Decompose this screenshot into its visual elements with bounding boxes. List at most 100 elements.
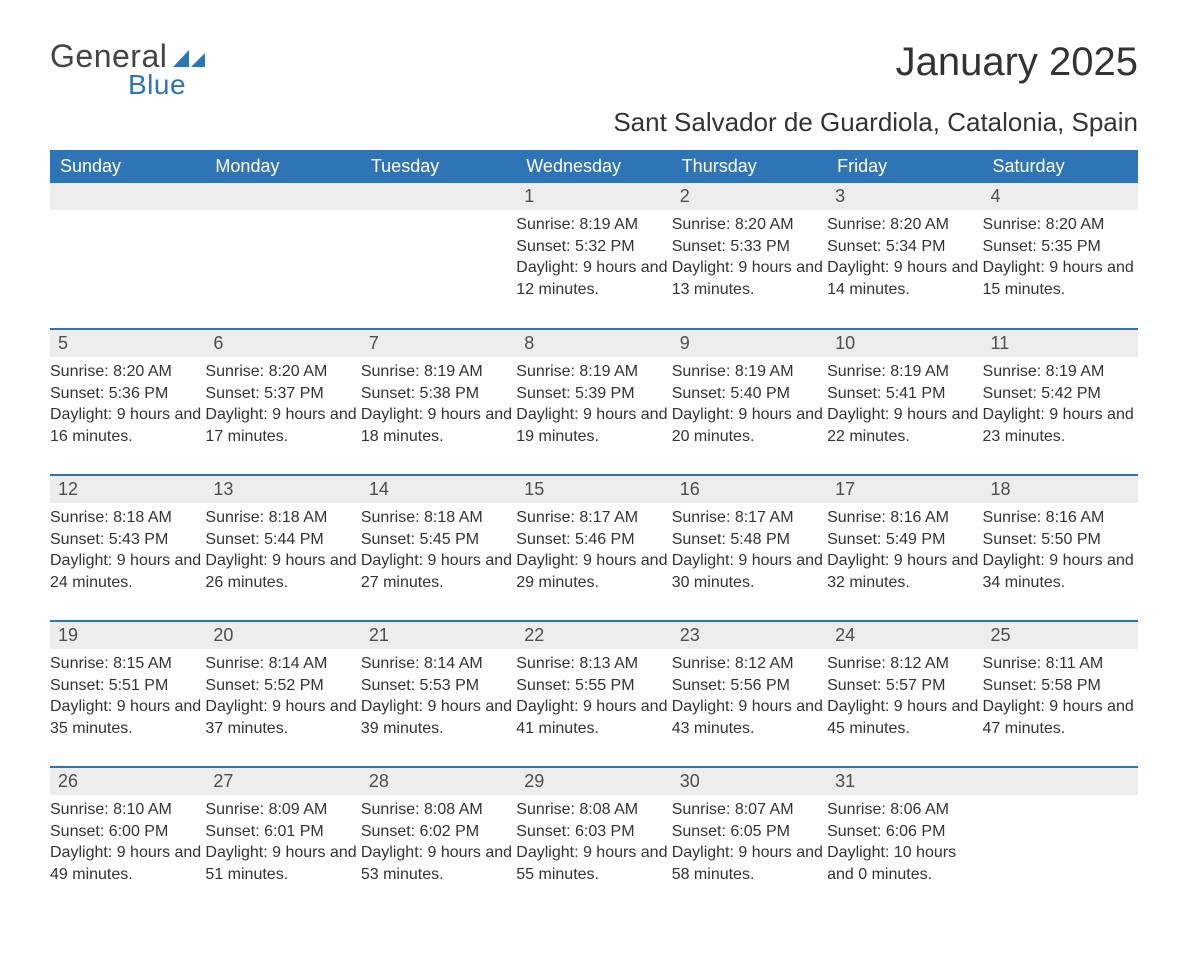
sunrise-line: Sunrise: 8:12 AM <box>672 653 827 675</box>
daylight-line: Daylight: 9 hours and 55 minutes. <box>516 842 671 885</box>
daylight-line: Daylight: 9 hours and 22 minutes. <box>827 404 982 447</box>
calendar-day-cell: 13Sunrise: 8:18 AMSunset: 5:44 PMDayligh… <box>205 475 360 621</box>
day-number: 22 <box>516 622 671 649</box>
sunset-line: Sunset: 5:58 PM <box>983 675 1138 697</box>
weekday-header: Monday <box>205 150 360 183</box>
logo-text-blue: Blue <box>128 70 186 99</box>
sunrise-line: Sunrise: 8:06 AM <box>827 799 982 821</box>
calendar-day-cell: 26Sunrise: 8:10 AMSunset: 6:00 PMDayligh… <box>50 767 205 913</box>
day-number: 27 <box>205 768 360 795</box>
daylight-line: Daylight: 9 hours and 41 minutes. <box>516 696 671 739</box>
day-number: 3 <box>827 183 982 210</box>
sunrise-line: Sunrise: 8:20 AM <box>672 214 827 236</box>
weekday-header: Friday <box>827 150 982 183</box>
daylight-line: Daylight: 9 hours and 18 minutes. <box>361 404 516 447</box>
day-details: Sunrise: 8:19 AMSunset: 5:41 PMDaylight:… <box>827 357 982 451</box>
sunset-line: Sunset: 5:45 PM <box>361 529 516 551</box>
sunset-line: Sunset: 5:48 PM <box>672 529 827 551</box>
sunset-line: Sunset: 5:36 PM <box>50 383 205 405</box>
day-number: 7 <box>361 330 516 357</box>
daylight-line: Daylight: 9 hours and 24 minutes. <box>50 550 205 593</box>
weekday-header-row: Sunday Monday Tuesday Wednesday Thursday… <box>50 150 1138 183</box>
sunset-line: Sunset: 5:43 PM <box>50 529 205 551</box>
sunrise-line: Sunrise: 8:18 AM <box>361 507 516 529</box>
calendar-day-cell: 12Sunrise: 8:18 AMSunset: 5:43 PMDayligh… <box>50 475 205 621</box>
day-number: 15 <box>516 476 671 503</box>
calendar-day-cell: 16Sunrise: 8:17 AMSunset: 5:48 PMDayligh… <box>672 475 827 621</box>
sunrise-line: Sunrise: 8:18 AM <box>205 507 360 529</box>
sunset-line: Sunset: 5:32 PM <box>516 236 671 258</box>
day-details: Sunrise: 8:20 AMSunset: 5:37 PMDaylight:… <box>205 357 360 451</box>
sunrise-line: Sunrise: 8:19 AM <box>516 361 671 383</box>
daylight-line: Daylight: 9 hours and 19 minutes. <box>516 404 671 447</box>
calendar-day-cell: 19Sunrise: 8:15 AMSunset: 5:51 PMDayligh… <box>50 621 205 767</box>
calendar-day-cell: 15Sunrise: 8:17 AMSunset: 5:46 PMDayligh… <box>516 475 671 621</box>
day-details: Sunrise: 8:18 AMSunset: 5:44 PMDaylight:… <box>205 503 360 597</box>
daylight-line: Daylight: 10 hours and 0 minutes. <box>827 842 982 885</box>
sunset-line: Sunset: 6:02 PM <box>361 821 516 843</box>
day-details: Sunrise: 8:12 AMSunset: 5:57 PMDaylight:… <box>827 649 982 743</box>
sunset-line: Sunset: 5:38 PM <box>361 383 516 405</box>
daylight-line: Daylight: 9 hours and 49 minutes. <box>50 842 205 885</box>
day-details: Sunrise: 8:12 AMSunset: 5:56 PMDaylight:… <box>672 649 827 743</box>
day-number: 8 <box>516 330 671 357</box>
calendar-week-row: 12Sunrise: 8:18 AMSunset: 5:43 PMDayligh… <box>50 475 1138 621</box>
sunset-line: Sunset: 6:00 PM <box>50 821 205 843</box>
sunrise-line: Sunrise: 8:09 AM <box>205 799 360 821</box>
calendar-day-cell: 2Sunrise: 8:20 AMSunset: 5:33 PMDaylight… <box>672 183 827 329</box>
day-details: Sunrise: 8:19 AMSunset: 5:42 PMDaylight:… <box>983 357 1138 451</box>
sunrise-line: Sunrise: 8:11 AM <box>983 653 1138 675</box>
day-number <box>983 768 1138 795</box>
daylight-line: Daylight: 9 hours and 53 minutes. <box>361 842 516 885</box>
sunset-line: Sunset: 5:34 PM <box>827 236 982 258</box>
sunset-line: Sunset: 5:35 PM <box>983 236 1138 258</box>
sunrise-line: Sunrise: 8:10 AM <box>50 799 205 821</box>
calendar-day-cell: 20Sunrise: 8:14 AMSunset: 5:52 PMDayligh… <box>205 621 360 767</box>
weekday-header: Tuesday <box>361 150 516 183</box>
daylight-line: Daylight: 9 hours and 29 minutes. <box>516 550 671 593</box>
brand-logo: General Blue <box>50 40 205 99</box>
calendar-day-cell: 11Sunrise: 8:19 AMSunset: 5:42 PMDayligh… <box>983 329 1138 475</box>
sunrise-line: Sunrise: 8:16 AM <box>983 507 1138 529</box>
day-number <box>361 183 516 210</box>
day-number: 2 <box>672 183 827 210</box>
sunset-line: Sunset: 6:01 PM <box>205 821 360 843</box>
daylight-line: Daylight: 9 hours and 23 minutes. <box>983 404 1138 447</box>
page-header: General Blue January 2025 <box>50 40 1138 99</box>
day-details: Sunrise: 8:17 AMSunset: 5:48 PMDaylight:… <box>672 503 827 597</box>
day-number <box>205 183 360 210</box>
sunset-line: Sunset: 5:51 PM <box>50 675 205 697</box>
day-details: Sunrise: 8:13 AMSunset: 5:55 PMDaylight:… <box>516 649 671 743</box>
daylight-line: Daylight: 9 hours and 37 minutes. <box>205 696 360 739</box>
day-details <box>983 795 1138 895</box>
title-block: January 2025 <box>896 40 1138 85</box>
calendar-day-cell: 30Sunrise: 8:07 AMSunset: 6:05 PMDayligh… <box>672 767 827 913</box>
day-details: Sunrise: 8:19 AMSunset: 5:38 PMDaylight:… <box>361 357 516 451</box>
day-number: 28 <box>361 768 516 795</box>
calendar-day-cell: 1Sunrise: 8:19 AMSunset: 5:32 PMDaylight… <box>516 183 671 329</box>
day-number: 13 <box>205 476 360 503</box>
sunrise-line: Sunrise: 8:14 AM <box>361 653 516 675</box>
sunset-line: Sunset: 5:44 PM <box>205 529 360 551</box>
calendar-day-cell: 29Sunrise: 8:08 AMSunset: 6:03 PMDayligh… <box>516 767 671 913</box>
calendar-day-cell: 28Sunrise: 8:08 AMSunset: 6:02 PMDayligh… <box>361 767 516 913</box>
calendar-day-cell: 10Sunrise: 8:19 AMSunset: 5:41 PMDayligh… <box>827 329 982 475</box>
day-number: 16 <box>672 476 827 503</box>
calendar-day-cell: 25Sunrise: 8:11 AMSunset: 5:58 PMDayligh… <box>983 621 1138 767</box>
day-details: Sunrise: 8:14 AMSunset: 5:52 PMDaylight:… <box>205 649 360 743</box>
sunset-line: Sunset: 6:06 PM <box>827 821 982 843</box>
day-number: 6 <box>205 330 360 357</box>
day-number: 14 <box>361 476 516 503</box>
daylight-line: Daylight: 9 hours and 47 minutes. <box>983 696 1138 739</box>
sunrise-line: Sunrise: 8:20 AM <box>50 361 205 383</box>
day-number: 10 <box>827 330 982 357</box>
calendar-day-cell: 18Sunrise: 8:16 AMSunset: 5:50 PMDayligh… <box>983 475 1138 621</box>
sunset-line: Sunset: 5:55 PM <box>516 675 671 697</box>
day-details: Sunrise: 8:20 AMSunset: 5:36 PMDaylight:… <box>50 357 205 451</box>
sunset-line: Sunset: 5:50 PM <box>983 529 1138 551</box>
daylight-line: Daylight: 9 hours and 32 minutes. <box>827 550 982 593</box>
calendar-day-cell: 23Sunrise: 8:12 AMSunset: 5:56 PMDayligh… <box>672 621 827 767</box>
calendar-day-cell <box>361 183 516 329</box>
daylight-line: Daylight: 9 hours and 45 minutes. <box>827 696 982 739</box>
daylight-line: Daylight: 9 hours and 13 minutes. <box>672 257 827 300</box>
